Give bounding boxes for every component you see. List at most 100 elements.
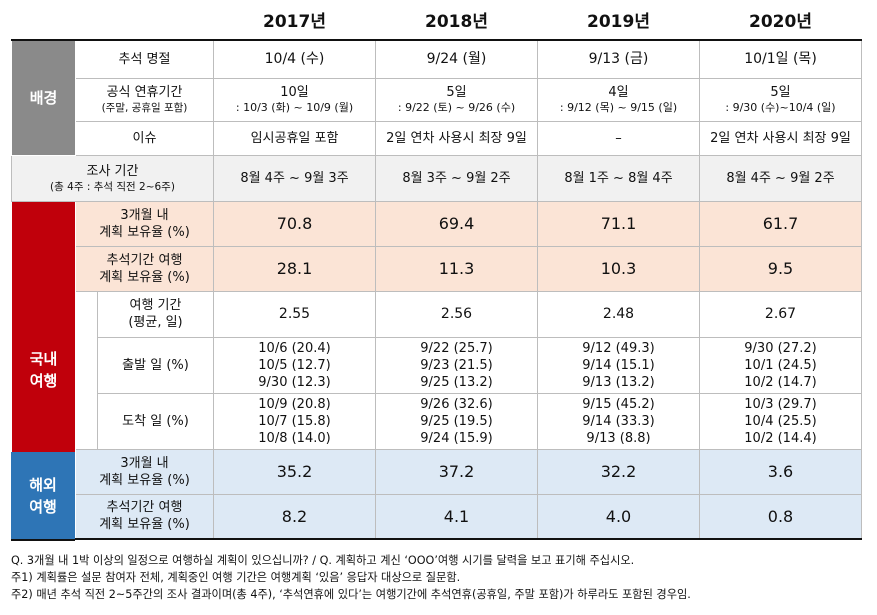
row-label-sub: (총 4주 : 추석 직전 2~6주) xyxy=(50,180,175,193)
cell-days: 4일 xyxy=(608,85,629,100)
indent-spacer xyxy=(75,291,98,337)
row-official-period: 공식 연휴기간 (주말, 공휴일 포함) 10일: 10/3 (화) ~ 10/… xyxy=(12,77,862,122)
row-label-sub: (주말, 공휴일 포함) xyxy=(101,102,188,114)
year-header-row: 2017년 2018년 2019년 2020년 xyxy=(11,0,862,40)
row-label-line: 여행 기간 xyxy=(129,298,182,313)
cell: 5일: 9/22 (토) ~ 9/26 (수) xyxy=(375,78,538,122)
cell-days: 5일 xyxy=(446,85,467,100)
row-label-line: 계획 보유율 (%) xyxy=(99,224,190,240)
row-label-main: 조사 기간 xyxy=(86,163,139,179)
cell-line: 10/2 (14.7) xyxy=(744,374,817,390)
cell-line: 9/25 (19.5) xyxy=(420,413,493,429)
cell: 11.3 xyxy=(375,246,538,292)
row-issue: 이슈 임시공휴일 포함 2일 연차 사용시 최장 9일 – 2일 연차 사용시 … xyxy=(12,120,862,156)
cell: 5일: 9/30 (수)~10/4 (일) xyxy=(699,78,862,122)
cell-line: 10/7 (15.8) xyxy=(258,413,331,429)
cell-line: 10/1 (24.5) xyxy=(744,357,817,373)
cell-line: 10/5 (12.7) xyxy=(258,357,331,373)
row-label: 여행 기간 (평균, 일) xyxy=(97,290,214,338)
cell-line: 10/6 (20.4) xyxy=(258,340,331,356)
cell-days: 10일 xyxy=(280,85,309,100)
row-label-line: 계획 보유율 (%) xyxy=(99,472,190,488)
cell-range: : 9/30 (수)~10/4 (일) xyxy=(725,101,836,114)
cell-line: 9/23 (21.5) xyxy=(420,357,493,373)
cell: 8.2 xyxy=(213,494,376,540)
cell: 9.5 xyxy=(699,246,862,292)
cell: 28.1 xyxy=(213,246,376,292)
cell: 3.6 xyxy=(699,449,862,495)
year-header: 2019년 xyxy=(537,0,700,40)
cell: 4.0 xyxy=(537,494,700,540)
indent-spacer xyxy=(75,393,98,449)
chuseok-travel-table: 2017년 2018년 2019년 2020년 배경 추석 명절 10/4 (수… xyxy=(11,0,862,540)
cell: 10/4 (수) xyxy=(213,39,376,79)
row-label-line: 추석기간 여행 xyxy=(106,252,183,268)
row-dom-chuseok: 추석기간 여행 계획 보유율 (%) 28.1 11.3 10.3 9.5 xyxy=(12,245,862,292)
cell: 10일: 10/3 (화) ~ 10/9 (월) xyxy=(213,78,376,122)
footnotes: Q. 3개월 내 1박 이상의 일정으로 여행하실 계획이 있으십니까? / Q… xyxy=(11,552,871,603)
cell: 10/3 (29.7) 10/4 (25.5) 10/2 (14.4) xyxy=(699,393,862,450)
cell: 9/22 (25.7) 9/23 (21.5) 9/25 (13.2) xyxy=(375,337,538,394)
cell: 9/26 (32.6) 9/25 (19.5) 9/24 (15.9) xyxy=(375,393,538,450)
footnote: 주2) 매년 추석 직전 2~5주간의 조사 결과이며(총 4주), ‘추석연휴… xyxy=(11,588,691,601)
cell: 9/13 (금) xyxy=(537,39,700,79)
row-label: 이슈 xyxy=(75,120,214,156)
cell: 2.67 xyxy=(699,291,862,338)
year-header: 2020년 xyxy=(699,0,862,40)
cell-line: 9/13 (8.8) xyxy=(586,430,651,446)
section-overseas-label: 해외 여행 xyxy=(29,475,57,516)
cell-line: 9/30 (12.3) xyxy=(258,374,331,390)
row-label: 공식 연휴기간 (주말, 공휴일 포함) xyxy=(75,77,214,122)
cell-line: 9/15 (45.2) xyxy=(582,396,655,412)
cell: 임시공휴일 포함 xyxy=(213,121,376,156)
cell: 0.8 xyxy=(699,494,862,540)
footnote: 주1) 계획률은 설문 참여자 전체, 계획중인 여행 기간은 여행계획 ‘있음… xyxy=(11,571,461,584)
year-header: 2018년 xyxy=(375,0,538,40)
row-label: 도착 일 (%) xyxy=(97,392,214,450)
cell-line: 9/14 (15.1) xyxy=(582,357,655,373)
cell: 10/1일 (목) xyxy=(699,39,862,79)
cell: 71.1 xyxy=(537,201,700,247)
section-domestic-label: 국내 여행 xyxy=(29,350,58,390)
cell: 8월 3주 ~ 9월 2주 xyxy=(375,155,538,202)
row-holiday: 배경 추석 명절 10/4 (수) 9/24 (월) 9/13 (금) 10/1… xyxy=(11,39,862,156)
cell: 2.56 xyxy=(375,291,538,338)
cell-line: 9/13 (13.2) xyxy=(582,374,655,390)
row-label-line: 계획 보유율 (%) xyxy=(99,269,190,285)
header-blank xyxy=(11,0,214,40)
row-label: 출발 일 (%) xyxy=(97,336,214,394)
cell: 8월 1주 ~ 8월 4주 xyxy=(537,155,700,202)
cell: 8월 4주 ~ 9월 2주 xyxy=(699,155,862,202)
row-label-line: 3개월 내 xyxy=(120,207,169,223)
cell: 10/9 (20.8) 10/7 (15.8) 10/8 (14.0) xyxy=(213,393,376,450)
cell-line: 10/3 (29.7) xyxy=(744,396,817,412)
section-background: 배경 xyxy=(11,39,76,156)
cell: 2일 연차 사용시 최장 9일 xyxy=(699,121,862,156)
cell-range: : 9/12 (목) ~ 9/15 (일) xyxy=(559,101,678,114)
cell: 9/15 (45.2) 9/14 (33.3) 9/13 (8.8) xyxy=(537,393,700,450)
row-dom-3month: 국내 여행 3개월 내 계획 보유율 (%) 70.8 69.4 71.1 61.… xyxy=(11,200,862,540)
cell: 32.2 xyxy=(537,449,700,495)
row-label: 추석 명절 xyxy=(75,39,214,79)
row-dom-duration: 여행 기간 (평균, 일) 2.55 2.56 2.48 2.67 xyxy=(12,290,862,338)
row-dom-departure: 출발 일 (%) 10/6 (20.4) 10/5 (12.7) 9/30 (12.… xyxy=(12,336,862,394)
cell-line: 10/8 (14.0) xyxy=(258,430,331,446)
row-dom-arrival: 도착 일 (%) 10/9 (20.8) 10/7 (15.8) 10/8 (14.… xyxy=(12,392,862,450)
cell: 9/24 (월) xyxy=(375,39,538,79)
cell: – xyxy=(537,121,700,156)
cell: 8월 4주 ~ 9월 3주 xyxy=(213,155,376,202)
year-header: 2017년 xyxy=(213,0,376,40)
cell-range: : 10/3 (화) ~ 10/9 (월) xyxy=(235,101,354,114)
cell: 9/30 (27.2) 10/1 (24.5) 10/2 (14.7) xyxy=(699,337,862,394)
row-label-line: 계획 보유율 (%) xyxy=(99,517,190,533)
row-ovs-3month: 3개월 내 계획 보유율 (%) 35.2 37.2 32.2 3.6 xyxy=(12,448,862,495)
row-label: 추석기간 여행 계획 보유율 (%) xyxy=(75,493,214,540)
cell-line: 9/14 (33.3) xyxy=(582,413,655,429)
cell: 2일 연차 사용시 최장 9일 xyxy=(375,121,538,156)
cell: 10.3 xyxy=(537,246,700,292)
row-label-main: 공식 연휴기간 xyxy=(106,85,183,100)
row-ovs-chuseok: 추석기간 여행 계획 보유율 (%) 8.2 4.1 4.0 0.8 xyxy=(12,493,862,540)
cell-range: : 9/22 (토) ~ 9/26 (수) xyxy=(397,101,516,114)
row-label: 3개월 내 계획 보유율 (%) xyxy=(75,448,214,495)
